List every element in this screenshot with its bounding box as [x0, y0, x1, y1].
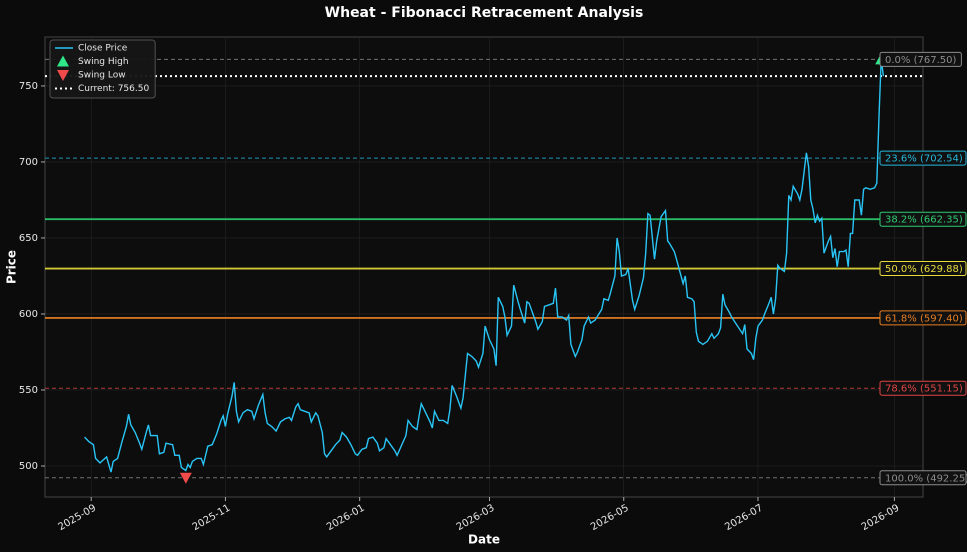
- y-tick-label: 600: [19, 309, 38, 320]
- legend-label: Swing High: [78, 57, 129, 67]
- fib-level-label-box: [879, 310, 967, 326]
- legend-swatch: [57, 55, 69, 67]
- swing-low-marker: [179, 472, 192, 484]
- y-tick-label: 550: [19, 385, 38, 396]
- price-line: [84, 59, 885, 473]
- y-tick-label: 700: [19, 157, 38, 168]
- chart-title: Wheat - Fibonacci Retracement Analysis: [325, 5, 644, 21]
- y-tick-label: 750: [19, 81, 38, 92]
- fib-level-label: 78.6% (551.15): [885, 384, 963, 395]
- legend-swatch: [57, 70, 69, 81]
- fib-level-label-box: [879, 470, 967, 486]
- x-axis-label: Date: [468, 533, 500, 547]
- legend-box: [49, 39, 156, 99]
- legend-label: Close Price: [78, 44, 128, 54]
- fib-level-label-box: [879, 150, 967, 166]
- fib-level-label-box: [879, 211, 967, 227]
- fib-level-label: 100.0% (492.25): [885, 473, 967, 484]
- legend-label: Swing Low: [78, 71, 126, 81]
- fib-level-label-box: [879, 51, 962, 67]
- y-tick-label: 650: [19, 233, 38, 244]
- y-tick-label: 500: [19, 461, 38, 472]
- y-axis-label: Price: [5, 250, 19, 284]
- fib-level-label-box: [879, 261, 967, 277]
- fib-level-label: 23.6% (702.54): [885, 154, 963, 165]
- fib-level-label: 0.0% (767.50): [885, 55, 956, 66]
- fib-level-label: 61.8% (597.40): [885, 313, 963, 324]
- fib-level-label-box: [879, 380, 967, 396]
- fib-level-label: 50.0% (629.88): [885, 264, 963, 275]
- fib-level-label: 38.2% (662.35): [885, 215, 963, 226]
- plot-area: [44, 36, 924, 498]
- legend-label: Current: 756.50: [78, 84, 149, 94]
